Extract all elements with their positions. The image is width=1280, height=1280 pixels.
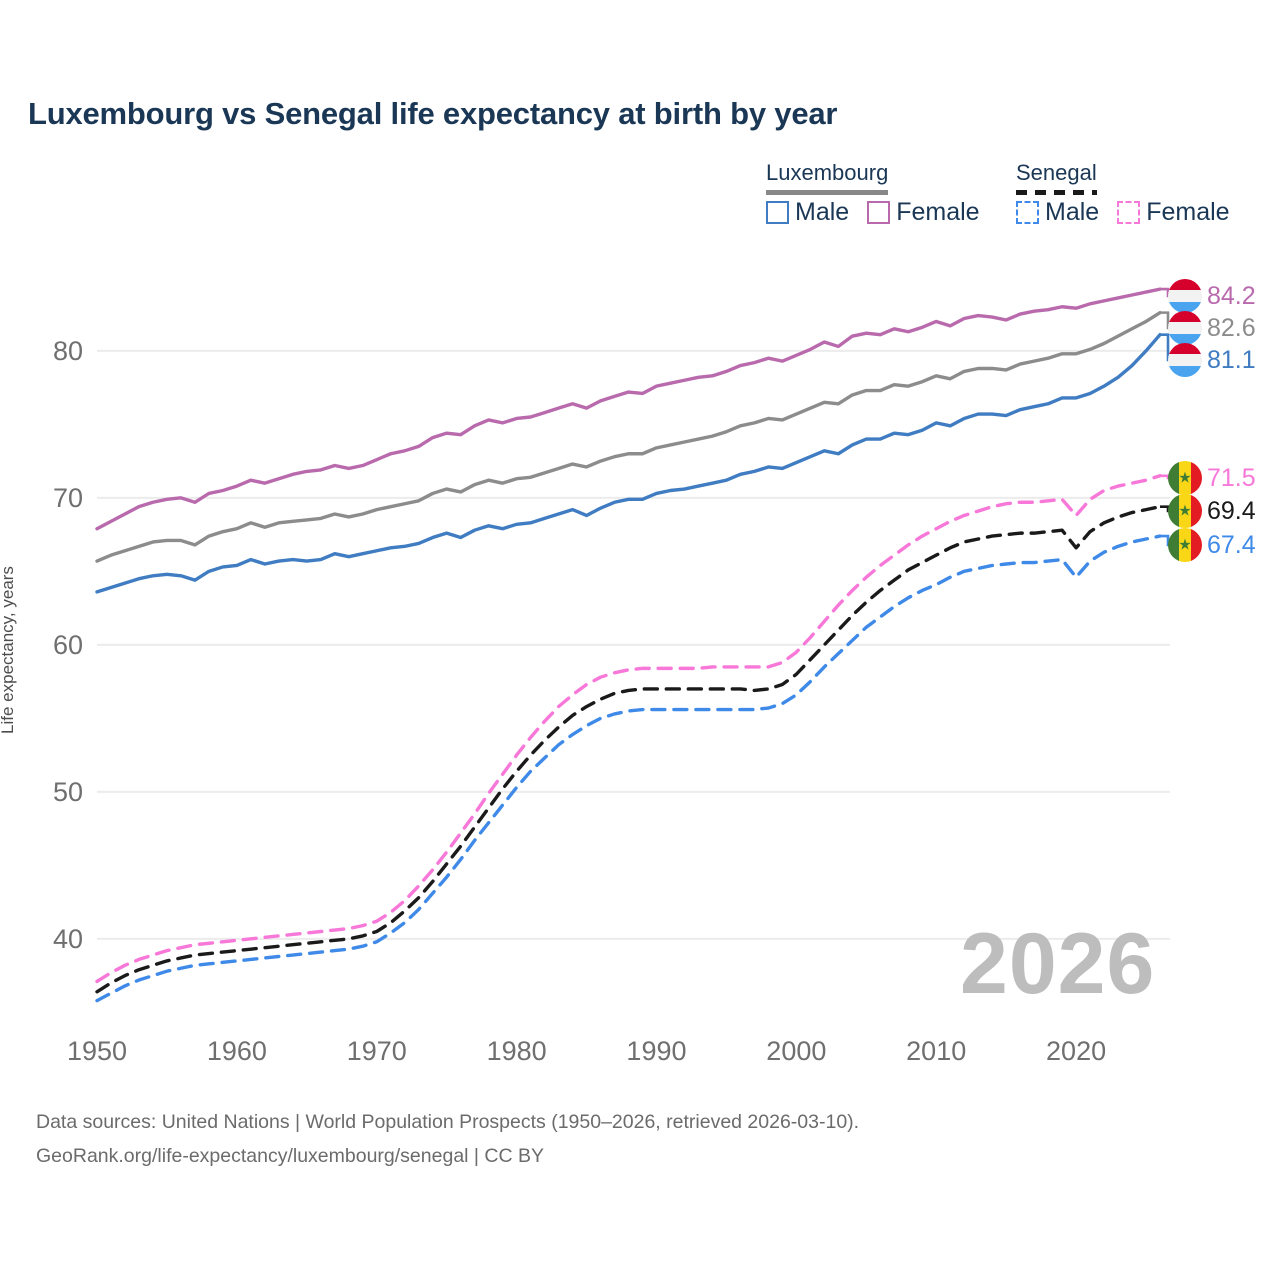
legend-group-luxembourg: Luxembourg Male Female	[766, 160, 980, 226]
legend-label: Female	[1146, 198, 1230, 226]
legend-item-luxembourg-male[interactable]: Male	[766, 198, 849, 227]
y-axis-tick-label: 40	[53, 924, 83, 954]
x-axis-tick-label: 1980	[487, 1036, 547, 1066]
x-axis-tick-label: 1990	[626, 1036, 686, 1066]
legend-item-senegal-female[interactable]: Female	[1117, 198, 1230, 227]
legend-swatch-icon	[1117, 201, 1141, 224]
x-axis-tick-label: 1970	[347, 1036, 407, 1066]
legend-country-senegal: Senegal	[1016, 160, 1097, 185]
end-label-value: 84.2	[1207, 281, 1256, 310]
series-line	[95, 332, 1162, 594]
legend-rule-solid	[766, 190, 889, 195]
legend-swatch-icon	[766, 201, 789, 224]
y-axis-tick-label: 80	[53, 336, 83, 366]
series-line	[95, 474, 1162, 984]
legend-item-senegal-male[interactable]: Male	[1016, 198, 1099, 227]
series-line	[95, 504, 1162, 994]
end-label-value: 71.5	[1207, 463, 1256, 492]
end-label: 82.6	[1168, 311, 1256, 345]
x-axis-tick-label: 2010	[906, 1036, 966, 1066]
end-label: 84.2	[1168, 279, 1256, 313]
y-axis-tick-label: 70	[53, 483, 83, 513]
footer-credits: Data sources: United Nations | World Pop…	[36, 1105, 859, 1173]
end-label-value: 81.1	[1207, 345, 1256, 374]
legend-label: Male	[1045, 198, 1100, 226]
senegal-flag-icon: ★	[1168, 461, 1202, 495]
senegal-flag-icon: ★	[1168, 494, 1202, 528]
end-label: 81.1	[1168, 343, 1256, 377]
x-axis-tick-label: 2000	[766, 1036, 826, 1066]
x-axis-tick-label: 1960	[207, 1036, 267, 1066]
series-line	[95, 310, 1162, 563]
end-label-value: 67.4	[1207, 530, 1256, 559]
legend-swatch-icon	[1016, 201, 1039, 224]
y-axis-tick-label: 60	[53, 630, 83, 660]
year-watermark: 2026	[960, 916, 1156, 1012]
x-axis-tick-label: 2020	[1046, 1036, 1106, 1066]
legend-country-luxembourg: Luxembourg	[766, 160, 889, 185]
legend-swatch-icon	[867, 201, 891, 224]
chart-legend: Luxembourg Male Female Senegal Male	[760, 160, 1260, 242]
chart-plot: 40 50 60 70 80 1950 1960 1970 1980 1990 2000 2010 20…	[53, 287, 1176, 1066]
legend-rule-dashed	[1016, 190, 1097, 195]
senegal-flag-icon: ★	[1168, 528, 1202, 562]
legend-label: Male	[795, 198, 850, 226]
end-label: ★ 71.5	[1168, 461, 1256, 495]
end-label-value: 82.6	[1207, 313, 1256, 342]
legend-item-luxembourg-female[interactable]: Female	[867, 198, 980, 227]
y-axis-tick-label: 50	[53, 777, 83, 807]
footer-line-2: GeoRank.org/life-expectancy/luxembourg/s…	[36, 1145, 544, 1168]
luxembourg-flag-icon	[1168, 311, 1202, 345]
footer-line-1: Data sources: United Nations | World Pop…	[36, 1111, 860, 1133]
y-axis-title: Life expectancy, years	[0, 566, 17, 734]
series-line	[95, 287, 1162, 531]
luxembourg-flag-icon	[1168, 279, 1202, 313]
legend-label: Female	[896, 198, 980, 226]
series-line	[95, 534, 1162, 1003]
end-label: ★ 67.4	[1168, 528, 1256, 562]
legend-group-senegal: Senegal Male Female	[1016, 160, 1230, 226]
end-label-value: 69.4	[1207, 496, 1256, 525]
luxembourg-flag-icon	[1168, 343, 1202, 377]
end-label: ★ 69.4	[1168, 494, 1256, 528]
x-axis-tick-label: 1950	[67, 1036, 127, 1066]
page-title: Luxembourg vs Senegal life expectancy at…	[28, 96, 838, 131]
